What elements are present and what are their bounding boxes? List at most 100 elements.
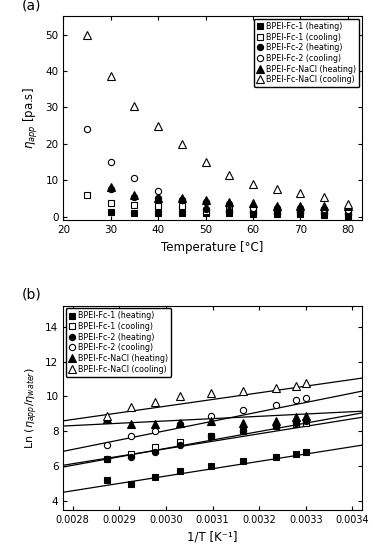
BPEI-Fc-NaCl (heating) [298,202,303,209]
BPEI-Fc-2 (cooling) [298,204,303,211]
BPEI-Fc-1 (cooling) [345,209,350,215]
BPEI-Fc-2 (cooling) [274,402,278,408]
BPEI-Fc-NaCl (cooling) [128,403,133,410]
BPEI-Fc-1 (heating) [251,210,255,217]
BPEI-Fc-2 (cooling) [304,395,308,402]
Line: BPEI-Fc-NaCl (cooling): BPEI-Fc-NaCl (cooling) [103,380,310,419]
BPEI-Fc-2 (heating) [105,456,109,463]
BPEI-Fc-1 (heating) [153,473,157,480]
BPEI-Fc-NaCl (cooling) [109,73,113,80]
BPEI-Fc-NaCl (heating) [209,418,213,424]
BPEI-Fc-NaCl (cooling) [322,193,326,200]
Line: BPEI-Fc-1 (heating): BPEI-Fc-1 (heating) [104,449,309,487]
BPEI-Fc-2 (cooling) [251,204,255,211]
Line: BPEI-Fc-NaCl (heating): BPEI-Fc-NaCl (heating) [107,184,351,210]
BPEI-Fc-NaCl (heating) [251,199,255,206]
BPEI-Fc-1 (heating) [178,468,182,475]
BPEI-Fc-1 (heating) [128,480,133,487]
BPEI-Fc-1 (heating) [109,209,113,215]
BPEI-Fc-1 (cooling) [274,208,279,214]
BPEI-Fc-2 (cooling) [109,159,113,165]
BPEI-Fc-NaCl (cooling) [153,398,157,405]
BPEI-Fc-NaCl (cooling) [156,122,160,129]
BPEI-Fc-NaCl (heating) [274,202,279,209]
BPEI-Fc-2 (cooling) [274,204,279,211]
BPEI-Fc-2 (heating) [294,419,298,426]
BPEI-Fc-NaCl (heating) [179,195,184,202]
BPEI-Fc-2 (heating) [274,423,278,429]
BPEI-Fc-1 (heating) [156,210,160,216]
BPEI-Fc-2 (heating) [128,454,133,461]
BPEI-Fc-2 (cooling) [85,126,89,133]
BPEI-Fc-2 (heating) [298,209,303,215]
BPEI-Fc-NaCl (cooling) [251,180,255,187]
BPEI-Fc-NaCl (heating) [109,184,113,191]
BPEI-Fc-2 (heating) [132,193,137,200]
Legend: BPEI-Fc-1 (heating), BPEI-Fc-1 (cooling), BPEI-Fc-2 (heating), BPEI-Fc-2 (coolin: BPEI-Fc-1 (heating), BPEI-Fc-1 (cooling)… [254,19,360,87]
BPEI-Fc-1 (cooling) [209,433,213,439]
BPEI-Fc-2 (heating) [241,428,245,435]
Line: BPEI-Fc-1 (cooling): BPEI-Fc-1 (cooling) [84,192,351,215]
BPEI-Fc-NaCl (cooling) [304,380,308,387]
BPEI-Fc-2 (heating) [209,433,213,439]
Line: BPEI-Fc-NaCl (cooling): BPEI-Fc-NaCl (cooling) [83,31,351,208]
BPEI-Fc-1 (heating) [274,454,278,461]
BPEI-Fc-2 (cooling) [294,397,298,403]
BPEI-Fc-1 (heating) [179,210,184,216]
BPEI-Fc-NaCl (heating) [345,203,350,210]
BPEI-Fc-1 (cooling) [109,199,113,206]
X-axis label: Temperature [°C]: Temperature [°C] [162,241,264,254]
BPEI-Fc-2 (cooling) [179,197,184,203]
Line: BPEI-Fc-2 (heating): BPEI-Fc-2 (heating) [104,418,309,463]
BPEI-Fc-NaCl (cooling) [227,172,231,178]
BPEI-Fc-1 (heating) [298,210,303,217]
BPEI-Fc-NaCl (cooling) [209,390,213,396]
BPEI-Fc-2 (heating) [156,195,160,202]
BPEI-Fc-1 (heating) [274,210,279,217]
BPEI-Fc-2 (cooling) [345,207,350,213]
BPEI-Fc-2 (cooling) [132,175,137,182]
BPEI-Fc-1 (cooling) [156,202,160,209]
BPEI-Fc-1 (cooling) [203,208,208,214]
BPEI-Fc-1 (cooling) [132,202,137,208]
BPEI-Fc-NaCl (cooling) [298,190,303,196]
BPEI-Fc-NaCl (cooling) [178,393,182,399]
BPEI-Fc-2 (cooling) [128,433,133,439]
BPEI-Fc-NaCl (cooling) [85,31,89,38]
BPEI-Fc-1 (cooling) [105,456,109,463]
Line: BPEI-Fc-2 (cooling): BPEI-Fc-2 (cooling) [84,126,351,213]
BPEI-Fc-2 (heating) [251,209,255,215]
BPEI-Fc-1 (heating) [304,449,308,455]
BPEI-Fc-NaCl (heating) [156,195,160,202]
BPEI-Fc-2 (cooling) [153,428,157,435]
BPEI-Fc-2 (cooling) [227,201,231,207]
Legend: BPEI-Fc-1 (heating), BPEI-Fc-1 (cooling), BPEI-Fc-2 (heating), BPEI-Fc-2 (coolin: BPEI-Fc-1 (heating), BPEI-Fc-1 (cooling)… [66,309,171,377]
BPEI-Fc-NaCl (heating) [178,419,182,426]
BPEI-Fc-2 (heating) [304,418,308,424]
BPEI-Fc-NaCl (heating) [132,191,137,198]
BPEI-Fc-1 (cooling) [85,192,89,199]
BPEI-Fc-1 (heating) [241,458,245,464]
BPEI-Fc-NaCl (cooling) [105,412,109,419]
BPEI-Fc-1 (cooling) [294,421,298,427]
BPEI-Fc-1 (cooling) [274,423,278,429]
Text: (b): (b) [22,288,41,302]
Line: BPEI-Fc-2 (heating): BPEI-Fc-2 (heating) [108,186,351,217]
BPEI-Fc-2 (heating) [178,442,182,448]
BPEI-Fc-2 (cooling) [105,442,109,448]
BPEI-Fc-1 (heating) [209,463,213,470]
BPEI-Fc-2 (cooling) [322,206,326,213]
BPEI-Fc-2 (heating) [179,197,184,203]
BPEI-Fc-1 (cooling) [153,444,157,450]
BPEI-Fc-NaCl (heating) [304,412,308,419]
BPEI-Fc-1 (cooling) [128,450,133,457]
BPEI-Fc-1 (cooling) [241,428,245,435]
BPEI-Fc-1 (heating) [345,212,350,219]
BPEI-Fc-NaCl (heating) [241,419,245,426]
BPEI-Fc-NaCl (cooling) [179,140,184,147]
BPEI-Fc-NaCl (heating) [128,421,133,427]
BPEI-Fc-NaCl (cooling) [345,201,350,207]
BPEI-Fc-1 (cooling) [251,209,255,215]
BPEI-Fc-NaCl (cooling) [274,384,278,391]
Line: BPEI-Fc-2 (cooling): BPEI-Fc-2 (cooling) [104,395,309,448]
